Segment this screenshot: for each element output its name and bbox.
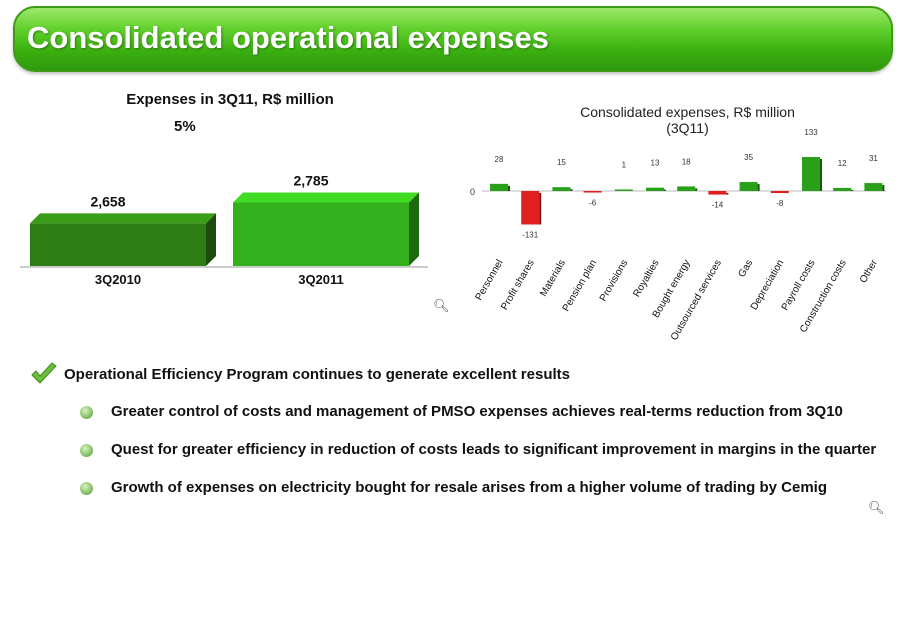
bar-top-face — [30, 213, 216, 224]
data-label: 13 — [651, 159, 660, 168]
data-label: 15 — [557, 158, 566, 167]
bullet-text: Greater control of costs and management … — [111, 403, 843, 420]
data-label: 12 — [838, 159, 847, 168]
category-label: 3Q2010 — [95, 272, 141, 287]
main-point-text: Operational Efficiency Program continues… — [64, 366, 570, 383]
bar-shadow — [539, 193, 542, 225]
category-label: Profit shares — [499, 258, 537, 312]
bar-side-face — [206, 213, 216, 266]
bar — [802, 157, 820, 191]
list-item: Greater control of costs and management … — [80, 403, 880, 423]
bar-shadow — [695, 188, 698, 191]
bar — [490, 183, 508, 191]
left-chart-title: Expenses in 3Q11, R$ million — [126, 91, 334, 108]
bar — [614, 189, 633, 191]
magnifier-icon[interactable]: 🔍︎ — [868, 500, 885, 515]
bar-shadow — [664, 189, 666, 191]
data-label: -6 — [589, 199, 597, 208]
checkmark-icon — [31, 362, 57, 384]
data-label: 2,785 — [293, 172, 328, 188]
category-label: Gas — [736, 258, 755, 279]
page-title: Consolidated operational expenses — [27, 20, 549, 55]
bar-shadow — [726, 193, 729, 195]
growth-percent-label: 5% — [174, 118, 196, 135]
zero-tick-label: 0 — [470, 187, 475, 197]
data-label: 18 — [682, 157, 691, 166]
bullet-text: Growth of expenses on electricity bought… — [111, 479, 827, 496]
data-label: 133 — [804, 128, 818, 137]
data-label: 35 — [744, 153, 753, 162]
bar — [739, 182, 758, 191]
list-item: Quest for greater efficiency in reductio… — [80, 441, 880, 461]
bar — [677, 186, 696, 191]
bar-shadow — [882, 185, 885, 191]
bar — [233, 202, 409, 266]
data-label: 2,658 — [90, 193, 125, 209]
bar-shadow — [757, 184, 760, 191]
category-label: 3Q2011 — [298, 272, 344, 287]
category-label: Personnel — [474, 258, 506, 302]
title-banner: Consolidated operational expenses — [13, 6, 893, 72]
bar-shadow — [508, 185, 510, 191]
bullet-icon — [80, 406, 93, 419]
bar — [646, 187, 664, 191]
data-label: 28 — [495, 155, 504, 164]
bar-shadow — [851, 189, 854, 191]
bar — [521, 191, 540, 225]
category-label: Provisions — [598, 258, 631, 303]
data-label: -131 — [522, 230, 539, 239]
bar — [583, 191, 602, 193]
bar-shadow — [570, 189, 573, 191]
category-label: Other — [858, 257, 880, 285]
bar-top-face — [233, 192, 419, 203]
data-label: -8 — [776, 199, 784, 208]
bullet-icon — [80, 482, 93, 495]
bullet-icon — [80, 444, 93, 457]
bar — [770, 191, 789, 194]
data-label: -14 — [712, 201, 724, 210]
right-chart-title: Consolidated expenses, R$ million (3Q11) — [580, 104, 795, 136]
bar-side-face — [409, 192, 419, 266]
bar — [864, 183, 883, 191]
bullet-text: Quest for greater efficiency in reductio… — [111, 441, 877, 458]
bar-shadow — [820, 159, 822, 191]
data-label: 31 — [869, 154, 878, 163]
magnifier-icon[interactable]: 🔍︎ — [433, 298, 450, 313]
bar — [833, 187, 852, 191]
category-label: Royalties — [632, 258, 662, 299]
bar — [552, 187, 571, 191]
list-item: Growth of expenses on electricity bought… — [80, 479, 880, 499]
data-label: 1 — [622, 161, 627, 170]
bar — [708, 191, 727, 195]
category-label: Pension plan — [561, 258, 599, 314]
bar — [30, 223, 206, 266]
category-label: Materials — [538, 258, 568, 299]
